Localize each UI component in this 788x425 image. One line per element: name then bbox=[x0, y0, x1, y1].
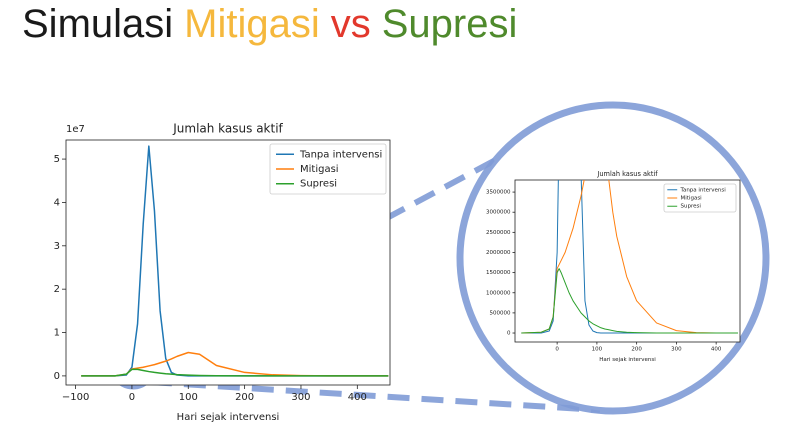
chart: Jumlah kasus aktif Hari sejak intervensi 1… bbox=[54, 122, 391, 423]
title-word: Mitigasi bbox=[184, 2, 320, 46]
x-tick-label: 100 bbox=[592, 346, 603, 352]
y-tick-label: 3 bbox=[54, 241, 60, 252]
chart: Jumlah kasus aktif Hari sejak intervensi 0… bbox=[486, 170, 741, 363]
y-tick-label: 1500000 bbox=[486, 270, 511, 276]
plot-lines bbox=[521, 180, 739, 334]
legend-label: Mitigasi bbox=[681, 196, 703, 202]
legend-box bbox=[269, 143, 387, 195]
y-tick-label: 4 bbox=[54, 197, 60, 208]
y-tick-label: 1 bbox=[54, 328, 60, 339]
title-word: Simulasi bbox=[22, 2, 174, 46]
x-tick-label: 300 bbox=[291, 392, 310, 403]
legend-box bbox=[663, 183, 737, 213]
y-offset-label: 1e7 bbox=[66, 124, 85, 135]
y-tick-label: 2500000 bbox=[486, 230, 511, 236]
x-tick-label: 0 bbox=[129, 392, 135, 403]
x-tick-label: 200 bbox=[235, 392, 254, 403]
y-tick-label: 1000000 bbox=[486, 290, 511, 296]
zoom-connector bbox=[149, 379, 601, 413]
series-line bbox=[521, 180, 739, 334]
legend-label: Supresi bbox=[300, 179, 337, 190]
y-tick-label: 3000000 bbox=[486, 210, 511, 216]
x-axis-label: Hari sejak intervensi bbox=[599, 357, 656, 363]
legend-label: Mitigasi bbox=[300, 164, 339, 175]
chart-title: Jumlah kasus aktif bbox=[172, 122, 283, 136]
plot-lines bbox=[81, 145, 389, 377]
x-tick-label: −100 bbox=[62, 392, 89, 403]
x-tick-label: 100 bbox=[179, 392, 198, 403]
y-tick-label: 3500000 bbox=[486, 190, 511, 196]
x-tick-label: 0 bbox=[555, 346, 559, 352]
title-word: Supresi bbox=[381, 2, 518, 46]
legend-label: Supresi bbox=[681, 204, 702, 210]
y-tick-label: 500000 bbox=[490, 310, 511, 316]
y-tick-label: 2 bbox=[54, 284, 60, 295]
x-tick-label: 200 bbox=[631, 346, 642, 352]
legend-label: Tanpa intervensi bbox=[680, 187, 727, 193]
legend-label: Tanpa intervensi bbox=[299, 149, 382, 160]
x-tick-label: 400 bbox=[348, 392, 367, 403]
x-tick-label: 400 bbox=[711, 346, 722, 352]
series-line bbox=[521, 268, 739, 334]
slide-title: Simulasi Mitigasi vs Supresi bbox=[22, 2, 528, 47]
x-axis-label: Hari sejak intervensi bbox=[177, 412, 280, 423]
x-tick-label: 300 bbox=[671, 346, 682, 352]
y-tick-label: 5 bbox=[54, 154, 60, 165]
y-tick-label: 2000000 bbox=[486, 250, 511, 256]
y-tick-label: 0 bbox=[54, 371, 60, 382]
chart-title: Jumlah kasus aktif bbox=[596, 170, 658, 178]
y-tick-label: 0 bbox=[507, 331, 511, 337]
title-word: vs bbox=[330, 2, 371, 46]
series-line bbox=[81, 368, 389, 377]
